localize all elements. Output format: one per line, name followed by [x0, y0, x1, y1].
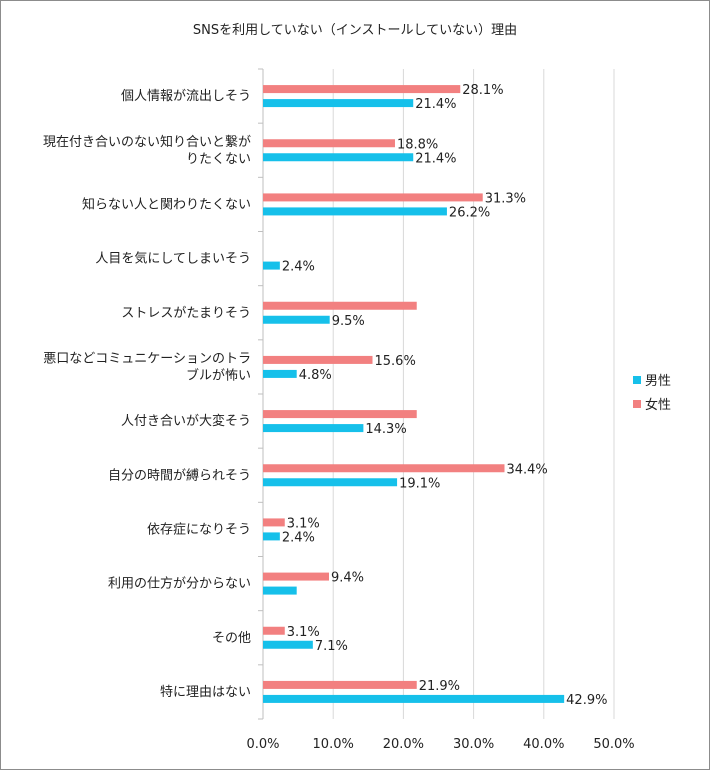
bar-male [263, 153, 414, 162]
legend-label: 男性 [645, 374, 671, 389]
data-label: 19.1% [399, 476, 440, 491]
bar-male [263, 532, 280, 541]
bar-female [263, 139, 395, 148]
x-tick-label: 20.0% [383, 737, 424, 752]
bar-male [263, 478, 398, 487]
bar-female [263, 680, 417, 689]
legend-swatch [633, 376, 641, 384]
x-tick-label: 0.0% [246, 737, 279, 752]
bar-female [263, 626, 285, 635]
data-label: 9.5% [332, 314, 365, 329]
bar-male [263, 207, 447, 216]
data-label: 2.4% [282, 260, 315, 275]
category-label: 現在付き合いのない知り合いと繋が [43, 134, 251, 150]
data-label: 14.3% [365, 422, 406, 437]
data-label: 34.4% [506, 462, 547, 477]
x-tick-label: 50.0% [593, 737, 634, 752]
category-label: 悪口などコミュニケーションのトラ [43, 351, 251, 366]
data-label: 28.1% [462, 83, 503, 98]
data-label: 7.1% [315, 639, 348, 654]
data-label: 15.6% [375, 354, 416, 369]
data-label: 26.2% [449, 205, 490, 220]
category-label: その他 [212, 631, 251, 646]
category-label: ストレスがたまりそう [121, 306, 251, 321]
bar-female [263, 193, 483, 202]
data-label: 4.8% [299, 368, 332, 383]
legend-swatch [633, 400, 641, 408]
legend-label: 女性 [645, 397, 671, 413]
bar-male [263, 315, 330, 324]
data-label: 21.9% [419, 679, 460, 694]
category-label: ブルが怖い [186, 367, 251, 383]
data-labels: 28.1%21.4%18.8%21.4%31.3%26.2%2.4%9.5%15… [282, 83, 608, 708]
bar-male [263, 261, 280, 270]
category-label: 知らない人と関わりたくない [82, 196, 251, 212]
data-label: 3.1% [287, 625, 320, 640]
bar-male [263, 640, 313, 649]
gridlines [332, 69, 615, 719]
category-labels: 個人情報が流出しそう現在付き合いのない知り合いと繋がりたくない知らない人と関わり… [43, 89, 251, 700]
category-label: 利用の仕方が分からない [108, 576, 251, 592]
bars [263, 85, 565, 703]
axes [258, 68, 264, 720]
bar-male [263, 424, 364, 433]
data-label: 42.9% [566, 693, 607, 708]
category-label: 依存症になりそう [147, 522, 251, 537]
data-label: 3.1% [287, 516, 320, 531]
chart-title: SNSを利用していない（インストールしていない）理由 [193, 23, 517, 38]
bar-female [263, 355, 373, 364]
category-label: 人付き合いが大変そう [121, 413, 251, 429]
data-label: 9.4% [331, 571, 364, 586]
x-tick-labels: 0.0% 10.0% 20.0% 30.0% 40.0% 50.0% [246, 737, 634, 752]
category-label: 自分の時間が縛られそう [108, 467, 251, 483]
bar-male [263, 99, 414, 108]
x-tick-label: 30.0% [453, 737, 494, 752]
bar-female [263, 518, 285, 527]
data-label: 2.4% [282, 530, 315, 545]
category-label: 個人情報が流出しそう [121, 89, 251, 104]
bar-female [263, 464, 505, 473]
bar-female [263, 301, 417, 310]
category-label: りたくない [186, 152, 251, 167]
x-tick-label: 40.0% [523, 737, 564, 752]
category-label: 特に理由はない [160, 685, 251, 700]
data-label: 21.4% [415, 151, 456, 166]
bar-female [263, 572, 329, 581]
data-label: 31.3% [485, 191, 526, 206]
category-label: 人目を気にしてしまいそう [95, 251, 251, 267]
bar-male [263, 586, 297, 595]
bar-female [263, 85, 461, 94]
bar-female [263, 410, 417, 419]
bar-male [263, 369, 297, 378]
bar-male [263, 694, 565, 703]
data-label: 18.8% [397, 137, 438, 152]
data-label: 21.4% [415, 97, 456, 112]
x-tick-label: 10.0% [313, 737, 354, 752]
